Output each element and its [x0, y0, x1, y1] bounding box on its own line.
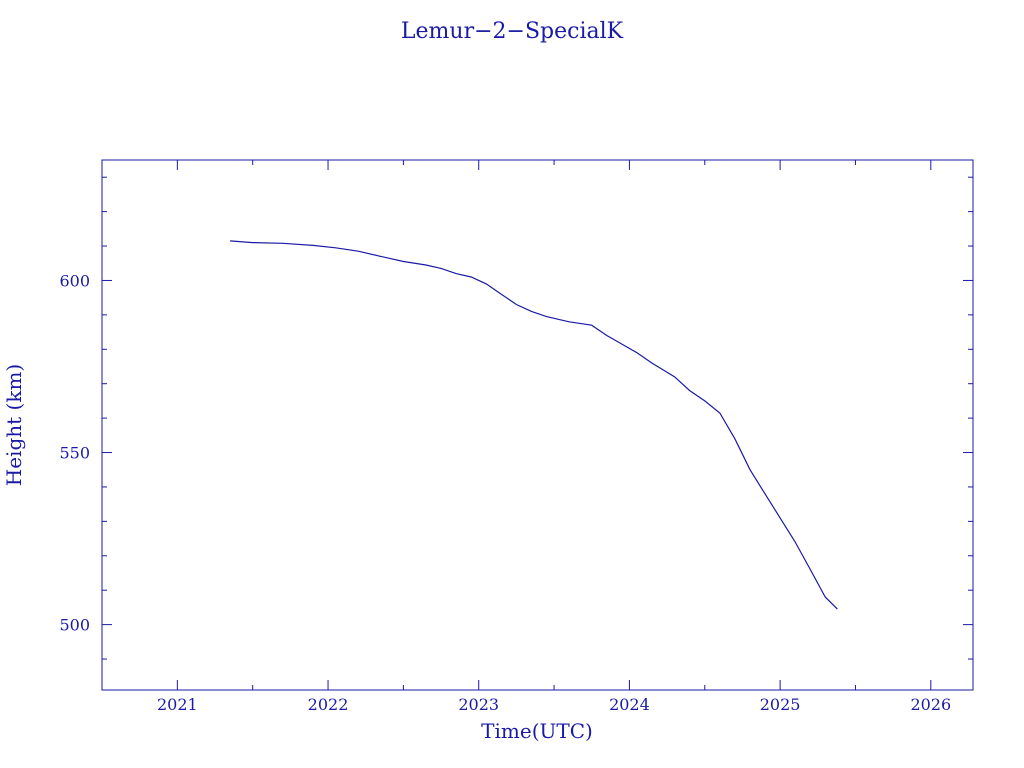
axis-ticks	[101, 160, 973, 690]
y-axis-label: Height (km)	[2, 364, 26, 486]
chart-title: Lemur−2−SpecialK	[401, 19, 624, 44]
y-tick-label: 600	[59, 271, 90, 290]
x-tick-label: 2024	[609, 695, 650, 714]
y-tick-label: 500	[59, 616, 90, 635]
plot-frame	[101, 159, 974, 691]
x-tick-label: 2021	[157, 695, 198, 714]
x-tick-label: 2022	[308, 695, 349, 714]
x-tick-label: 2023	[458, 695, 499, 714]
x-tick-label: 2025	[760, 695, 801, 714]
x-axis-label: Time(UTC)	[481, 719, 593, 743]
series-line	[230, 240, 838, 610]
axis-tick-labels: 2021 2022 2023 2024 2025 2026 500 550 600	[59, 271, 951, 714]
x-tick-label: 2026	[910, 695, 951, 714]
y-tick-label: 550	[59, 444, 90, 463]
